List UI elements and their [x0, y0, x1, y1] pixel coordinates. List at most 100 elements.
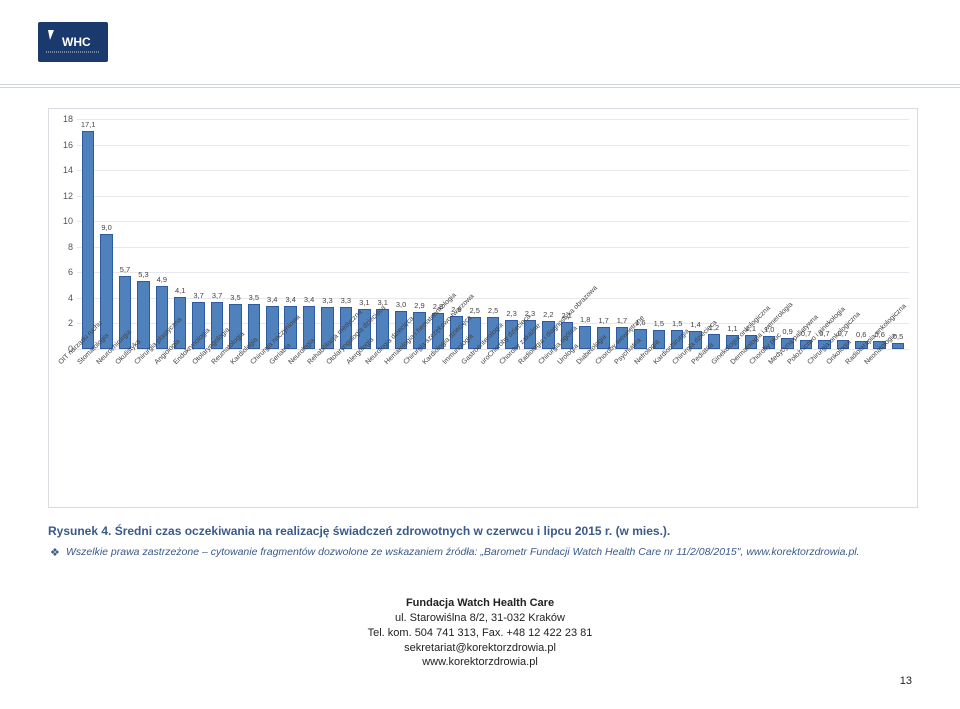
bar-value-label: 0,6 [856, 330, 866, 339]
header-rule-1 [0, 84, 960, 85]
x-label-col: Urologia [550, 347, 569, 497]
bar-value-label: 17,1 [81, 120, 96, 129]
x-tick-label: uroChoroby dziecięca [480, 354, 492, 366]
x-tick-label: Geriatria [268, 354, 280, 366]
x-tick-label: Neurologia [288, 354, 300, 366]
x-label-col: Choroby zakaźne [493, 347, 512, 497]
x-label-col: Choroby wewnętrzne [589, 347, 608, 497]
x-label-col: Angiologia [147, 347, 166, 497]
x-tick-label: Choroby płuc [748, 354, 760, 366]
bar-rect [100, 234, 113, 349]
svg-text:WHC: WHC [62, 35, 91, 49]
x-label-col: uroChoroby dziecięca [473, 347, 492, 497]
bar-value-label: 2,9 [414, 301, 424, 310]
note-bullet: ❖ [50, 546, 60, 559]
bar-rect [82, 131, 95, 350]
x-tick-label: Endokrynologia [172, 354, 184, 366]
y-tick-label: 10 [55, 216, 73, 226]
citation-note: Wszelkie prawa zastrzeżone – cytowanie f… [66, 546, 860, 558]
footer: Fundacja Watch Health Care ul. Starowiśl… [0, 596, 960, 670]
x-label-col: Gastroenterologia [454, 347, 473, 497]
x-tick-label: Psychiatria [614, 354, 626, 366]
x-tick-label: Medycyna paliatywna [768, 354, 780, 366]
x-label-col: Chirurgia ogólna [531, 347, 550, 497]
x-tick-label: Okulistyka [115, 354, 127, 366]
x-label-col: Chirurgia plastyczna [128, 347, 147, 497]
page-number: 13 [900, 675, 912, 687]
x-label-col: Neurologia [281, 347, 300, 497]
x-tick-label: Dermatologia i wenerologia [729, 354, 741, 366]
x-label-col: Alergologia [339, 347, 358, 497]
x-tick-label: Pediatria [691, 354, 703, 366]
x-label-col: Chirurgia szczękowo-twarzowa [397, 347, 416, 497]
x-tick-label: Radiologia i diagnostyka obrazowa [518, 354, 530, 366]
x-tick-label: Immunologia [441, 354, 453, 366]
x-label-col: Psychiatria [608, 347, 627, 497]
x-label-col: Ginekologia onkologiczna [704, 347, 723, 497]
x-tick-label: OIT narządu ruchu [57, 354, 69, 366]
x-label-col: Medycyna paliatywna [762, 347, 781, 497]
y-tick-label: 12 [55, 191, 73, 201]
x-label-col: Rehabilitacja medyczna [301, 347, 320, 497]
x-tick-label: Neurochirurgia [96, 354, 108, 366]
logo: WHC [38, 22, 108, 62]
x-tick-label: Onkologia [825, 354, 837, 366]
y-tick-label: 14 [55, 165, 73, 175]
x-tick-label: Chirurgia onkologiczna [806, 354, 818, 366]
y-tick-label: 4 [55, 293, 73, 303]
x-tick-label: Angiologia [153, 354, 165, 366]
x-tick-label: Urologia [556, 354, 568, 366]
x-label-col: Kardiochirurgia [646, 347, 665, 497]
x-tick-label: Choroby wewnętrzne [595, 354, 607, 366]
x-label-col: Dermatologia i wenerologia [723, 347, 742, 497]
x-tick-label: Rehabilitacja medyczna [307, 354, 319, 366]
bar-value-label: 2,5 [488, 306, 498, 315]
x-tick-label: Chirurgia ogólna [537, 354, 549, 366]
x-tick-label: Chirurgia szczękowo-twarzowa [403, 354, 415, 366]
x-label-col: Choroby płuc [742, 347, 761, 497]
y-tick-label: 6 [55, 267, 73, 277]
x-label-col: Chirurgia onkologiczna [800, 347, 819, 497]
bar: 9,0 [97, 223, 115, 349]
footer-addr: ul. Starowiślna 8/2, 31-032 Kraków [395, 612, 565, 624]
x-tick-label: Stomatologia [76, 354, 88, 366]
bar-value-label: 1,8 [580, 315, 590, 324]
x-label-col [896, 347, 915, 497]
bar-value-label: 3,7 [193, 291, 203, 300]
x-tick-label: Radioterapia onkologiczna [844, 354, 856, 366]
x-tick-label: Chirurgia naczyniowa [249, 354, 261, 366]
x-label-col: Diabetologia [569, 347, 588, 497]
x-tick-label: Diabetologia [576, 354, 588, 366]
x-label-col: Pediatria [685, 347, 704, 497]
bar-value-label: 3,7 [212, 291, 222, 300]
y-tick-label: 2 [55, 318, 73, 328]
bar-value-label: 2,5 [470, 306, 480, 315]
x-label-col: Okulistyka [109, 347, 128, 497]
x-label-col: Geriatria [262, 347, 281, 497]
bar-value-label: 1,5 [672, 319, 682, 328]
x-tick-label: Kardiochirurgia [652, 354, 664, 366]
x-label-col: Neonatologia [858, 347, 877, 497]
bar-value-label: 4,9 [157, 275, 167, 284]
bar-value-label: 3,3 [341, 296, 351, 305]
x-label-col: Radioterapia onkologiczna [838, 347, 857, 497]
x-tick-label: Choroby zakaźne [499, 354, 511, 366]
footer-web: www.korektorzdrowia.pl [422, 656, 538, 668]
x-tick-label: Hematologia i hematoonkologia [384, 354, 396, 366]
bar-value-label: 3,4 [304, 295, 314, 304]
x-label-col: Endokrynologia [166, 347, 185, 497]
bar: 5,3 [134, 270, 152, 349]
bar-value-label: 1,7 [598, 316, 608, 325]
bar-value-label: 3,1 [359, 298, 369, 307]
footer-email: sekretariat@korektorzdrowia.pl [404, 642, 556, 654]
x-tick-label: Otolaryngologia [192, 354, 204, 366]
bar-value-label: 3,4 [267, 295, 277, 304]
y-tick-label: 18 [55, 114, 73, 124]
bar-value-label: 3,5 [230, 293, 240, 302]
x-tick-label: Chirurgia plastyczna [134, 354, 146, 366]
header-rule-2 [0, 87, 960, 88]
bar-value-label: 4,1 [175, 286, 185, 295]
footer-tel: Tel. kom. 504 741 313, Fax. +48 12 422 2… [368, 627, 593, 639]
x-label-col: Reumatologia [205, 347, 224, 497]
bar-value-label: 3,3 [322, 296, 332, 305]
